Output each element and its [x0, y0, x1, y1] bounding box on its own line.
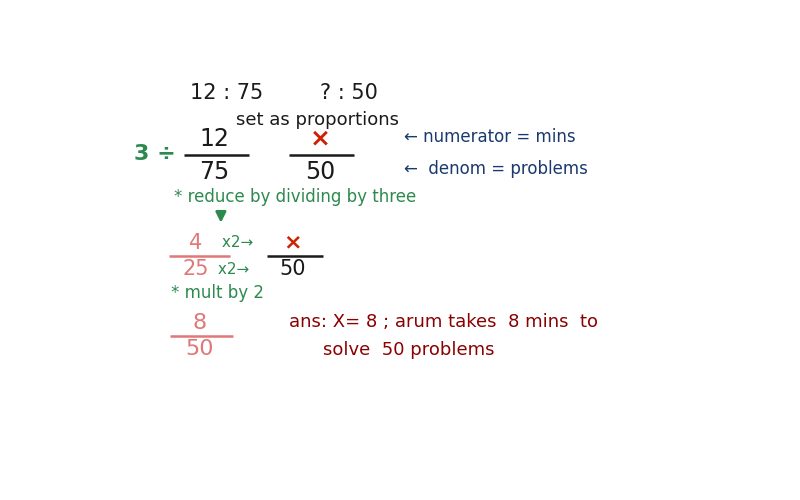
Text: ×: ×: [310, 127, 330, 151]
Text: set as proportions: set as proportions: [237, 110, 399, 128]
Text: solve  50 problems: solve 50 problems: [323, 340, 494, 358]
Text: * reduce by dividing by three: * reduce by dividing by three: [174, 188, 417, 206]
Text: x2→: x2→: [214, 262, 250, 276]
Text: ← numerator = mins: ← numerator = mins: [404, 128, 575, 146]
Text: x2→: x2→: [217, 236, 253, 250]
Text: ans: X= 8 ; arum takes  8 mins  to: ans: X= 8 ; arum takes 8 mins to: [289, 313, 598, 331]
Text: 50: 50: [305, 160, 335, 184]
Text: 12 : 75: 12 : 75: [190, 82, 263, 102]
Text: 12: 12: [200, 127, 230, 151]
Text: ? : 50: ? : 50: [320, 82, 378, 102]
Text: 3 ÷: 3 ÷: [134, 144, 176, 165]
Text: * mult by 2: * mult by 2: [171, 284, 264, 302]
Text: 25: 25: [183, 259, 210, 279]
Text: ×: ×: [283, 233, 302, 253]
Text: 8: 8: [192, 312, 206, 332]
Text: ←  denom = problems: ← denom = problems: [404, 160, 588, 178]
Text: 75: 75: [199, 160, 230, 184]
Text: 50: 50: [185, 339, 214, 359]
Text: 4: 4: [190, 233, 202, 253]
Text: 50: 50: [279, 259, 306, 279]
